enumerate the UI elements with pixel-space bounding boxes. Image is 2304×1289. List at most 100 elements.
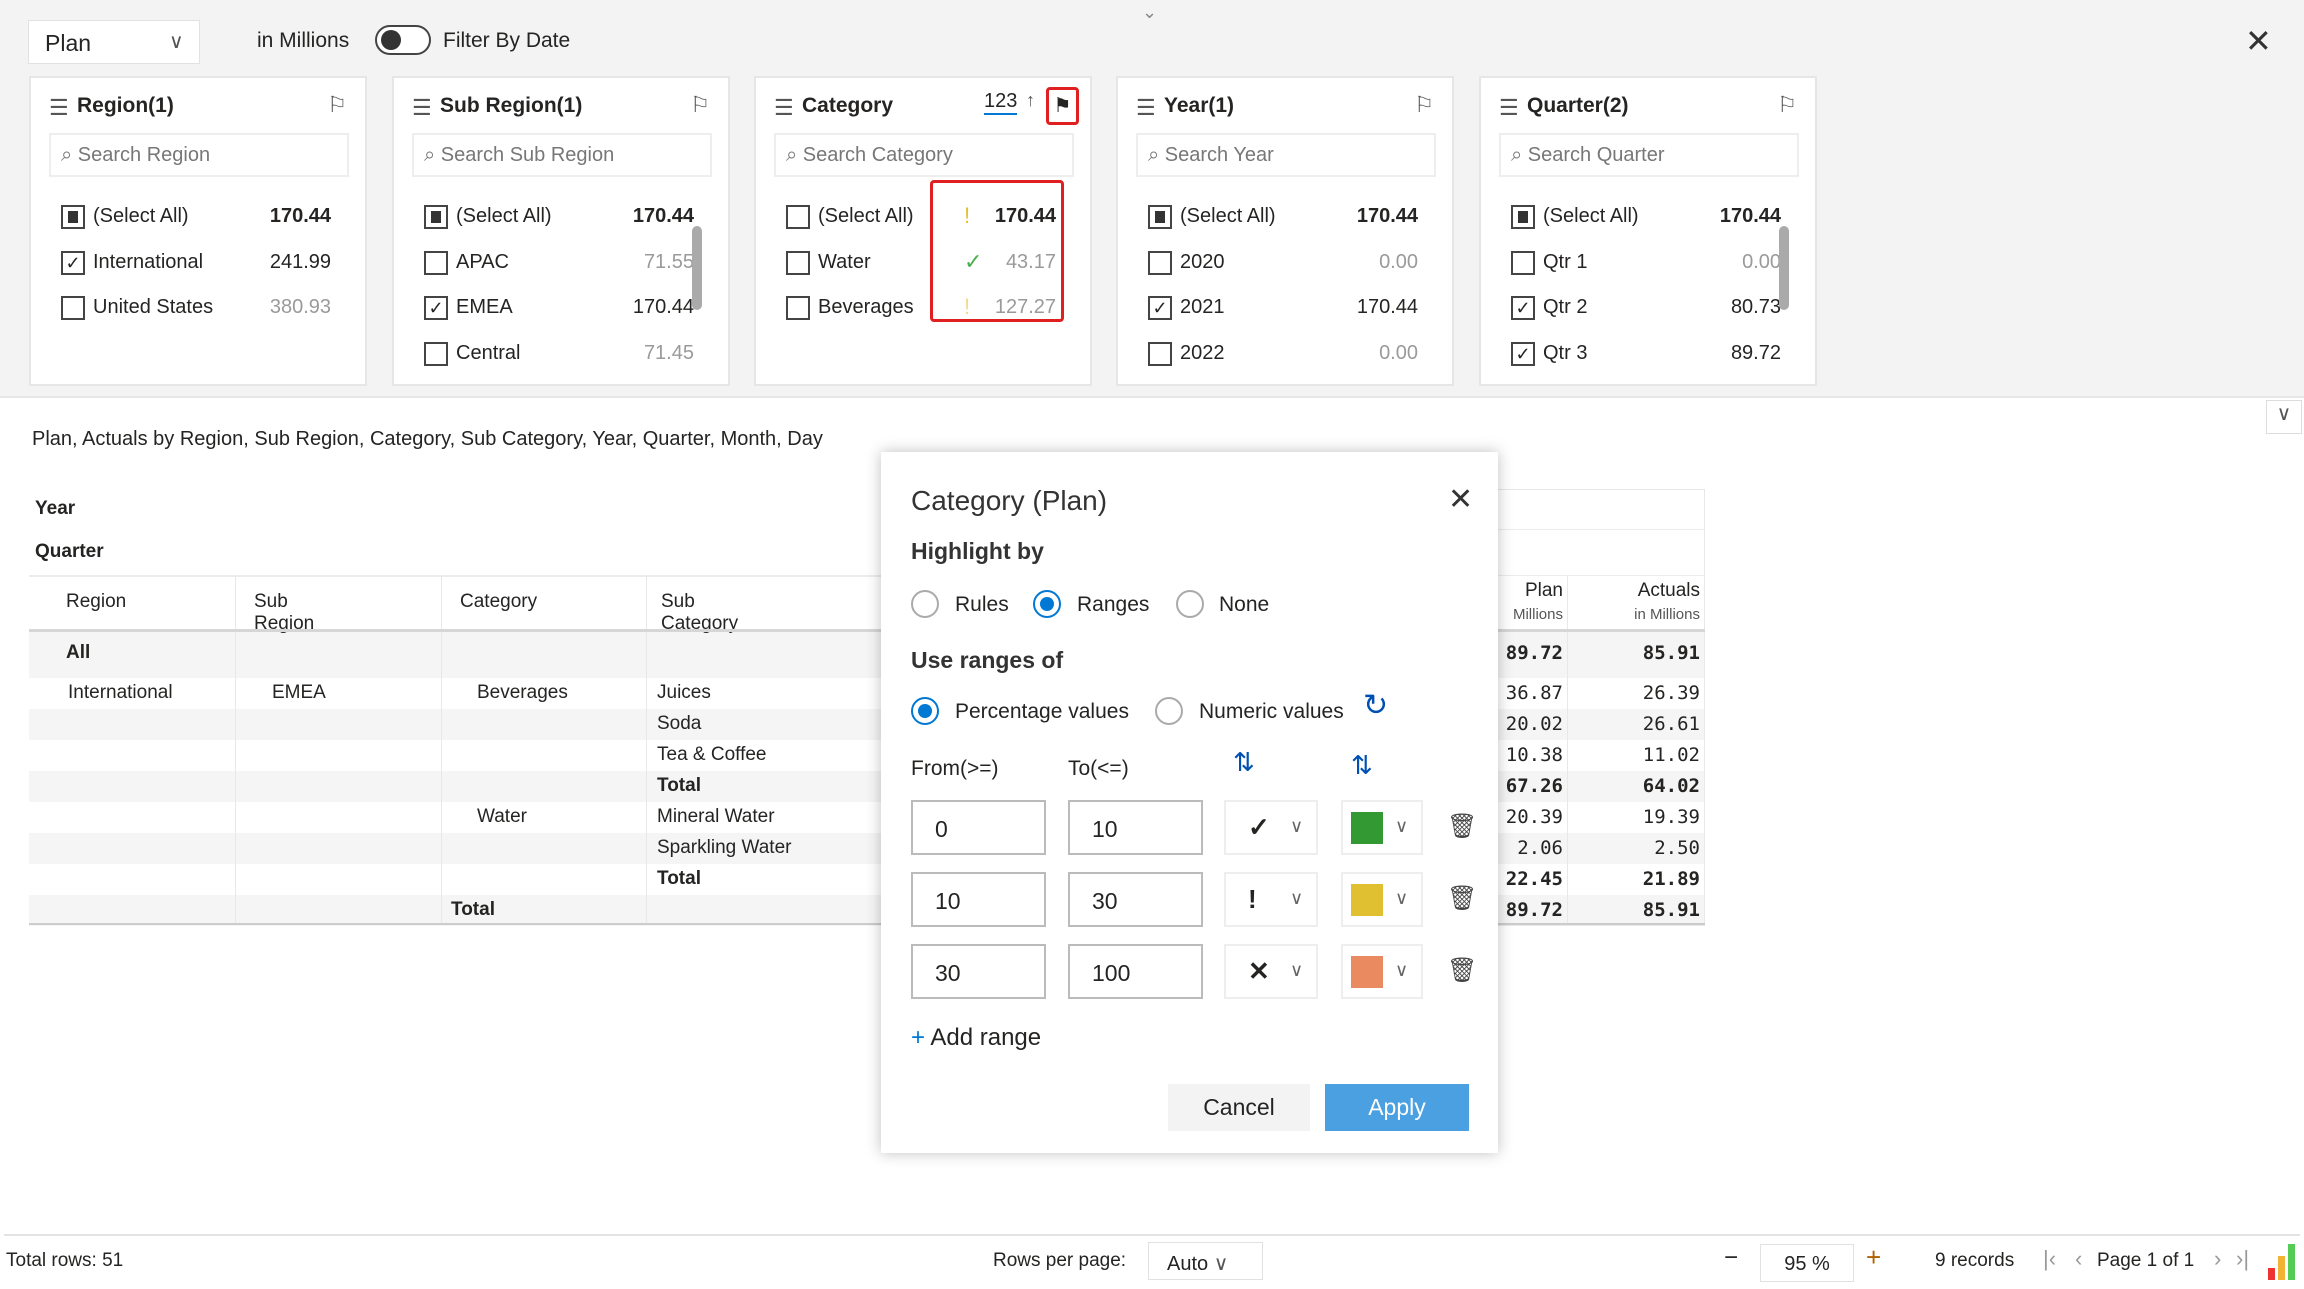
- filter-row[interactable]: Qtr 1 0.00: [1499, 249, 1781, 279]
- range-icon-dropdown[interactable]: ✓ ∨: [1224, 800, 1318, 855]
- cancel-button[interactable]: Cancel: [1168, 1084, 1310, 1131]
- range-to-input[interactable]: 10: [1068, 800, 1203, 855]
- filter-row[interactable]: (Select All) 170.44: [1136, 203, 1418, 233]
- range-color-dropdown[interactable]: ∨: [1341, 872, 1423, 927]
- apply-button[interactable]: Apply: [1325, 1084, 1469, 1131]
- checkbox-checked[interactable]: ✓: [424, 296, 448, 320]
- close-dialog-icon[interactable]: ✕: [1448, 483, 1474, 516]
- filter-row[interactable]: (Select All)! 170.44: [774, 203, 1056, 233]
- flag-icon[interactable]: ⚐: [1414, 92, 1434, 117]
- checkbox-partial[interactable]: [1511, 205, 1535, 229]
- radio-none[interactable]: [1176, 590, 1204, 618]
- column-header[interactable]: Sub Category: [661, 591, 739, 634]
- checkbox-partial[interactable]: [61, 205, 85, 229]
- flag-icon[interactable]: ⚐: [690, 92, 710, 117]
- sort-arrow-icon[interactable]: ↑: [1026, 90, 1035, 110]
- filter-row[interactable]: ✓ International 241.99: [49, 249, 331, 279]
- filter-row[interactable]: 2020 0.00: [1136, 249, 1418, 279]
- reset-icon[interactable]: ↻: [1363, 689, 1389, 722]
- radio-percentage[interactable]: [911, 697, 939, 725]
- range-to-input[interactable]: 30: [1068, 872, 1203, 927]
- range-from-input[interactable]: 10: [911, 872, 1046, 927]
- search-input[interactable]: ⌕ Search Category: [774, 133, 1074, 177]
- checkbox-checked[interactable]: ✓: [61, 251, 85, 275]
- checkbox-partial[interactable]: [1148, 205, 1172, 229]
- measure-header[interactable]: Actuals: [1637, 580, 1700, 601]
- filter-row[interactable]: APAC 71.55: [412, 249, 694, 279]
- scrollbar[interactable]: [692, 226, 702, 310]
- radio-numeric[interactable]: [1155, 697, 1183, 725]
- flag-icon[interactable]: ⚐: [1777, 92, 1797, 117]
- checkbox-partial[interactable]: [424, 205, 448, 229]
- search-input[interactable]: ⌕ Search Sub Region: [412, 133, 712, 177]
- filter-row[interactable]: (Select All) 170.44: [1499, 203, 1781, 233]
- filter-row[interactable]: ✓ 2021 170.44: [1136, 294, 1418, 324]
- filter-row[interactable]: Central 71.45: [412, 340, 694, 370]
- search-input[interactable]: ⌕ Search Year: [1136, 133, 1436, 177]
- measure-dropdown[interactable]: Plan ∨: [28, 20, 200, 64]
- checkbox-unchecked[interactable]: [786, 251, 810, 275]
- range-icon-dropdown[interactable]: ! ∨: [1224, 872, 1318, 927]
- trash-icon[interactable]: 🗑: [1447, 957, 1478, 984]
- filter-row[interactable]: 2022 0.00: [1136, 340, 1418, 370]
- filter-row[interactable]: East153.47: [412, 385, 694, 386]
- expand-chevron-icon[interactable]: ∨: [2266, 400, 2302, 434]
- range-icon-dropdown[interactable]: ✕ ∨: [1224, 944, 1318, 999]
- range-color-dropdown[interactable]: ∨: [1341, 944, 1423, 999]
- radio-ranges[interactable]: [1033, 590, 1061, 618]
- search-input[interactable]: ⌕ Search Region: [49, 133, 349, 177]
- checkbox-checked[interactable]: ✓: [1511, 296, 1535, 320]
- filter-row[interactable]: Beverages! 127.27: [774, 294, 1056, 324]
- filter-row[interactable]: (Select All) 170.44: [49, 203, 331, 233]
- range-from-input[interactable]: 30: [911, 944, 1046, 999]
- rows-per-page-dropdown[interactable]: Auto ∨: [1148, 1242, 1263, 1280]
- flag-filled-icon[interactable]: ⚑: [1046, 87, 1079, 125]
- add-range-button[interactable]: + Add range: [911, 1024, 1041, 1052]
- last-page-icon[interactable]: ›|: [2236, 1246, 2250, 1271]
- hamburger-icon[interactable]: ☰: [1499, 95, 1519, 120]
- filter-row[interactable]: Water ✓ 43.17: [774, 249, 1056, 279]
- range-to-input[interactable]: 100: [1068, 944, 1203, 999]
- filter-row[interactable]: United States 380.93: [49, 294, 331, 324]
- checkbox-unchecked[interactable]: [424, 342, 448, 366]
- checkbox-unchecked[interactable]: [61, 296, 85, 320]
- zoom-in-button[interactable]: +: [1866, 1242, 1882, 1272]
- checkbox-unchecked[interactable]: [424, 251, 448, 275]
- range-from-input[interactable]: 0: [911, 800, 1046, 855]
- next-page-icon[interactable]: ›: [2214, 1246, 2222, 1271]
- flag-icon[interactable]: ⚐: [327, 92, 347, 117]
- sort-icon-column-icon[interactable]: ⇅: [1233, 747, 1255, 777]
- measure-header[interactable]: Plan: [1524, 580, 1563, 601]
- zoom-level[interactable]: 95 %: [1760, 1244, 1854, 1282]
- checkbox-unchecked[interactable]: [786, 205, 810, 229]
- filter-row[interactable]: ✓ EMEA 170.44: [412, 294, 694, 324]
- checkbox-unchecked[interactable]: [1511, 251, 1535, 275]
- range-color-dropdown[interactable]: ∨: [1341, 800, 1423, 855]
- checkbox-unchecked[interactable]: [1148, 342, 1172, 366]
- filter-by-date-toggle[interactable]: [375, 25, 431, 55]
- trash-icon[interactable]: 🗑: [1447, 885, 1478, 912]
- sort-color-column-icon[interactable]: ⇅: [1351, 750, 1373, 780]
- column-header[interactable]: Sub Region: [254, 591, 315, 634]
- checkbox-checked[interactable]: ✓: [1511, 342, 1535, 366]
- scrollbar[interactable]: [1779, 226, 1789, 310]
- hamburger-icon[interactable]: ☰: [774, 95, 794, 120]
- hamburger-icon[interactable]: ☰: [1136, 95, 1156, 120]
- checkbox-unchecked[interactable]: [1148, 251, 1172, 275]
- zoom-out-button[interactable]: −: [1724, 1244, 1739, 1271]
- radio-rules[interactable]: [911, 590, 939, 618]
- filter-row[interactable]: Qtr 40.00: [1499, 385, 1781, 386]
- trash-icon[interactable]: 🗑: [1447, 813, 1478, 840]
- hamburger-icon[interactable]: ☰: [49, 95, 69, 120]
- checkbox-unchecked[interactable]: [786, 296, 810, 320]
- filter-row[interactable]: (Select All) 170.44: [412, 203, 694, 233]
- filter-row[interactable]: ✓ Qtr 2 80.73: [1499, 294, 1781, 324]
- first-page-icon[interactable]: |‹: [2043, 1246, 2057, 1271]
- search-input[interactable]: ⌕ Search Quarter: [1499, 133, 1799, 177]
- close-icon[interactable]: ✕: [2245, 23, 2272, 59]
- collapse-chevron-icon[interactable]: ⌄: [1142, 2, 1158, 22]
- hamburger-icon[interactable]: ☰: [412, 95, 432, 120]
- sort-by-value-button[interactable]: 123: [984, 90, 1018, 115]
- prev-page-icon[interactable]: ‹: [2075, 1246, 2083, 1271]
- checkbox-checked[interactable]: ✓: [1148, 296, 1172, 320]
